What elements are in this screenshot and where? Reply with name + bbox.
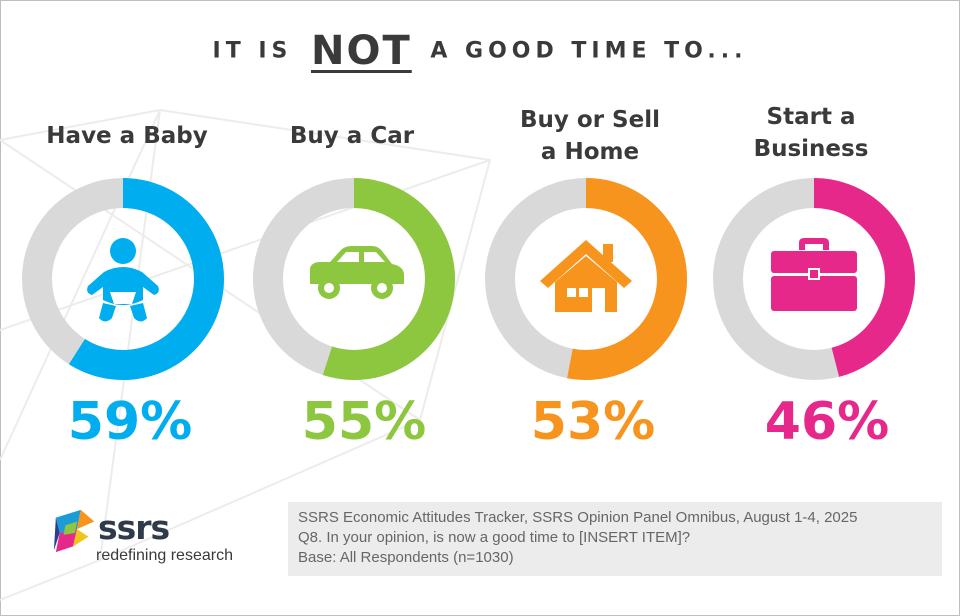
title-emphasis: NOT: [310, 28, 412, 74]
pct-label-buy-a-car: 55%: [301, 392, 427, 452]
category-label-line: a Home: [540, 139, 640, 165]
pct-label-buy-or-sell-a-home: 53%: [530, 392, 656, 452]
title-prefix: IT IS: [212, 38, 293, 64]
source-line-2: Q8. In your opinion, is now a good time …: [298, 529, 691, 546]
ssrs-logo-mark: [53, 509, 95, 553]
logo-tagline: redefining research: [96, 547, 233, 564]
category-label-line: Buy or Sell: [520, 107, 660, 133]
briefcase-icon: [771, 238, 857, 311]
category-label-line: Buy a Car: [289, 123, 415, 149]
pct-label-have-a-baby: 59%: [67, 392, 193, 452]
category-label-line: Have a Baby: [46, 123, 208, 149]
pct-label-start-a-business: 46%: [764, 392, 890, 452]
category-label-start-a-business: Start a Business: [711, 101, 911, 165]
donut-arc-start-a-business: [813, 178, 915, 377]
category-label-line: Business: [753, 136, 869, 162]
house-icon: [540, 240, 632, 312]
chart-title: IT IS NOT A GOOD TIME TO...: [0, 28, 960, 78]
donut-arc-buy-a-car: [322, 178, 455, 380]
donut-arc-have-a-baby: [68, 178, 224, 380]
title-suffix: A GOOD TIME TO...: [430, 38, 748, 64]
category-label-have-a-baby: Have a Baby: [27, 120, 227, 152]
car-icon: [310, 246, 404, 299]
category-label-buy-or-sell-a-home: Buy or Sell a Home: [490, 104, 690, 168]
source-line-3: Base: All Respondents (n=1030): [298, 549, 514, 566]
logo-word: ssrs: [98, 508, 170, 547]
category-label-buy-a-car: Buy a Car: [252, 120, 452, 152]
category-label-line: Start a: [766, 104, 856, 130]
baby-icon: [87, 238, 159, 322]
source-note: SSRS Economic Attitudes Tracker, SSRS Op…: [288, 502, 942, 576]
source-line-1: SSRS Economic Attitudes Tracker, SSRS Op…: [298, 509, 858, 526]
donut-arc-buy-or-sell-a-home: [567, 178, 687, 380]
